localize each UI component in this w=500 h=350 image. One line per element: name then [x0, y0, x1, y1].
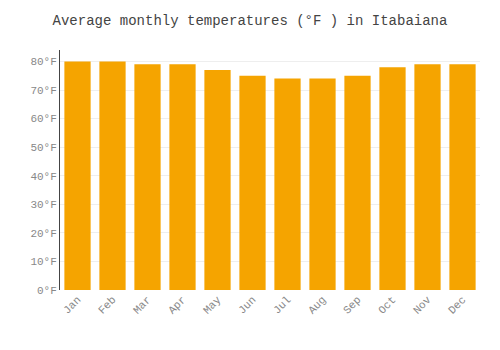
svg-text:Average monthly temperatures (: Average monthly temperatures (°F ) in It…	[53, 13, 448, 29]
svg-text:30°F: 30°F	[30, 199, 56, 211]
svg-text:Nov: Nov	[411, 294, 434, 317]
svg-text:Aug: Aug	[306, 294, 328, 316]
svg-text:70°F: 70°F	[30, 85, 56, 97]
svg-text:20°F: 20°F	[30, 228, 56, 240]
svg-text:80°F: 80°F	[30, 56, 56, 68]
svg-text:Feb: Feb	[96, 294, 118, 316]
svg-text:0°F: 0°F	[37, 285, 57, 297]
svg-text:Jun: Jun	[236, 294, 258, 316]
svg-text:40°F: 40°F	[30, 171, 56, 183]
svg-text:50°F: 50°F	[30, 142, 56, 154]
svg-text:Apr: Apr	[166, 294, 188, 316]
svg-text:May: May	[201, 294, 224, 317]
svg-text:Jan: Jan	[61, 294, 83, 316]
svg-text:60°F: 60°F	[30, 113, 56, 125]
svg-text:Sep: Sep	[341, 294, 363, 316]
svg-text:Oct: Oct	[376, 294, 398, 316]
svg-text:10°F: 10°F	[30, 256, 56, 268]
svg-text:Dec: Dec	[446, 294, 468, 316]
svg-text:Jul: Jul	[271, 294, 293, 316]
svg-text:Mar: Mar	[131, 294, 153, 316]
